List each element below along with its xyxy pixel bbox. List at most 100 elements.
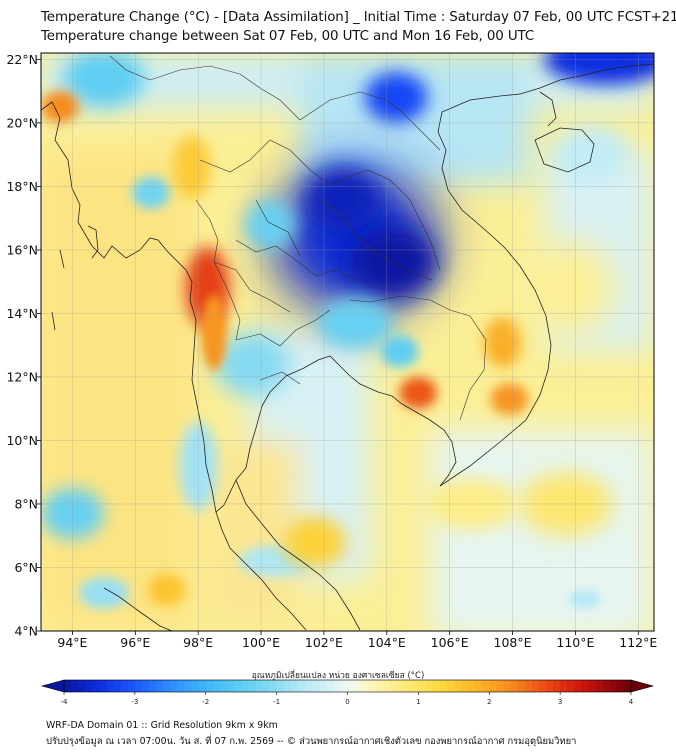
colorbar-cell (120, 680, 129, 692)
coastline-andaman (51, 225, 99, 331)
map-frame (40, 52, 655, 632)
colorbar-tick-label: 2 (487, 698, 491, 706)
colorbar-cell (113, 680, 122, 692)
province-borders (109, 55, 487, 421)
border-china (149, 65, 301, 121)
colorbar-cell (368, 680, 377, 692)
lon-tick-label: 110°E (556, 635, 594, 650)
anomaly-blob (399, 376, 438, 409)
anomaly-blob (569, 589, 601, 609)
colorbar-cell (425, 680, 433, 692)
colorbar: -4 -3 -2 -1 0 1 2 3 4 (40, 679, 655, 706)
anomaly-blob (283, 516, 346, 568)
lon-tick-label: 100°E (242, 635, 280, 650)
anomaly-blob (173, 135, 211, 200)
colorbar-cell (319, 680, 327, 692)
colorbar-cell (531, 680, 540, 692)
colorbar-label: อุณหภูมิเปลี่ยนแปลง หน่วย องศาเซลเซียส (… (251, 671, 425, 681)
graticule (41, 53, 654, 631)
border-myanmar-china (109, 55, 151, 81)
colorbar-tick-label: 1 (416, 698, 420, 706)
colorbar-cell (184, 680, 192, 692)
colorbar-cell (453, 680, 462, 692)
colorbar-cell (446, 680, 455, 692)
lat-tick-label: 12°N (6, 369, 38, 384)
lat-tick-label: 22°N (6, 52, 38, 67)
colorbar-cell (567, 680, 575, 692)
anomaly-blob (78, 577, 130, 609)
colorbar-cell (496, 680, 504, 692)
anomaly-blob (364, 72, 428, 123)
lat-tick-label: 4°N (14, 624, 38, 639)
colorbar-cell (524, 680, 533, 692)
colorbar-tick-label: 3 (558, 698, 562, 706)
border-cambodia-vietnam (459, 315, 487, 421)
colorbar-tick-label: -1 (273, 698, 280, 706)
anomaly-blob (317, 297, 394, 349)
colorbar-cell (255, 680, 263, 692)
colorbar-ticks: -4 -3 -2 -1 0 1 2 3 4 (61, 692, 634, 706)
anomaly-blob (201, 294, 227, 371)
anomaly-blob (63, 53, 145, 107)
lon-tick-label: 102°E (305, 635, 343, 650)
map-plot-area (41, 53, 654, 631)
colorbar-cell (85, 680, 93, 692)
coastline-south-china (519, 63, 654, 95)
colorbar-cell (404, 680, 412, 692)
anomaly-blob (380, 335, 419, 368)
colorbar-tick-label: 0 (345, 698, 349, 706)
colorbar-cell (354, 680, 363, 692)
border-thai-laos (249, 139, 441, 271)
border-laos-vietnam (299, 91, 441, 151)
colorbar-cell (545, 680, 554, 692)
colorbar-cell (106, 680, 115, 692)
colorbar-cell (460, 680, 469, 692)
colorbar-cell (276, 680, 285, 692)
lat-tick-label: 18°N (6, 179, 38, 194)
coastline-gulf-west (215, 355, 457, 513)
colorbar-cell (227, 680, 235, 692)
border-interior-2 (199, 159, 331, 385)
anomaly-blob (553, 126, 629, 184)
colorbar-cell (517, 680, 526, 692)
colorbar-cell (191, 680, 200, 692)
colorbar-cell (375, 680, 384, 692)
lat-tick-label: 16°N (6, 242, 38, 257)
anomaly-blob (305, 167, 381, 231)
lon-tick-label: 106°E (431, 635, 469, 650)
lon-tick-label: 104°E (368, 635, 406, 650)
colorbar-cell (397, 680, 405, 692)
coastlines (41, 63, 654, 631)
colorbar-cell (297, 680, 306, 692)
anomaly-blob (41, 91, 79, 123)
colorbar-cell (134, 680, 143, 692)
lon-tick-label: 94°E (57, 635, 87, 650)
lon-tick-label: 112°E (619, 635, 657, 650)
colorbar-cell (553, 680, 561, 692)
colorbar-cell (390, 680, 398, 692)
chart-title: Temperature Change (°C) - [Data Assimila… (41, 10, 676, 25)
colorbar-tick-label: -3 (131, 698, 138, 706)
coastline-peninsula-east (235, 479, 361, 631)
colorbar-cell (602, 680, 611, 692)
colorbar-cell (595, 680, 604, 692)
colorbar-cell (411, 680, 419, 692)
colorbar-cell (581, 680, 589, 692)
colorbar-cell (432, 680, 441, 692)
colorbar-cell (290, 680, 299, 692)
colorbar-cell (141, 680, 150, 692)
colorbar-cell (149, 680, 157, 692)
colorbar-cell (333, 680, 341, 692)
colorbar-cell (304, 680, 313, 692)
anomaly-blob (543, 53, 654, 85)
border-thai-cambodia (349, 295, 471, 317)
colorbar-cell (326, 680, 334, 692)
colorbar-cell (212, 680, 221, 692)
anomaly-blob (490, 383, 529, 416)
colorbar-cell (127, 680, 136, 692)
colorbar-cell (248, 680, 256, 692)
border-myanmar-thai (195, 199, 241, 341)
lon-tick-label: 98°E (183, 635, 213, 650)
coastline-hainan (534, 127, 595, 173)
anomaly-blob (132, 176, 170, 209)
